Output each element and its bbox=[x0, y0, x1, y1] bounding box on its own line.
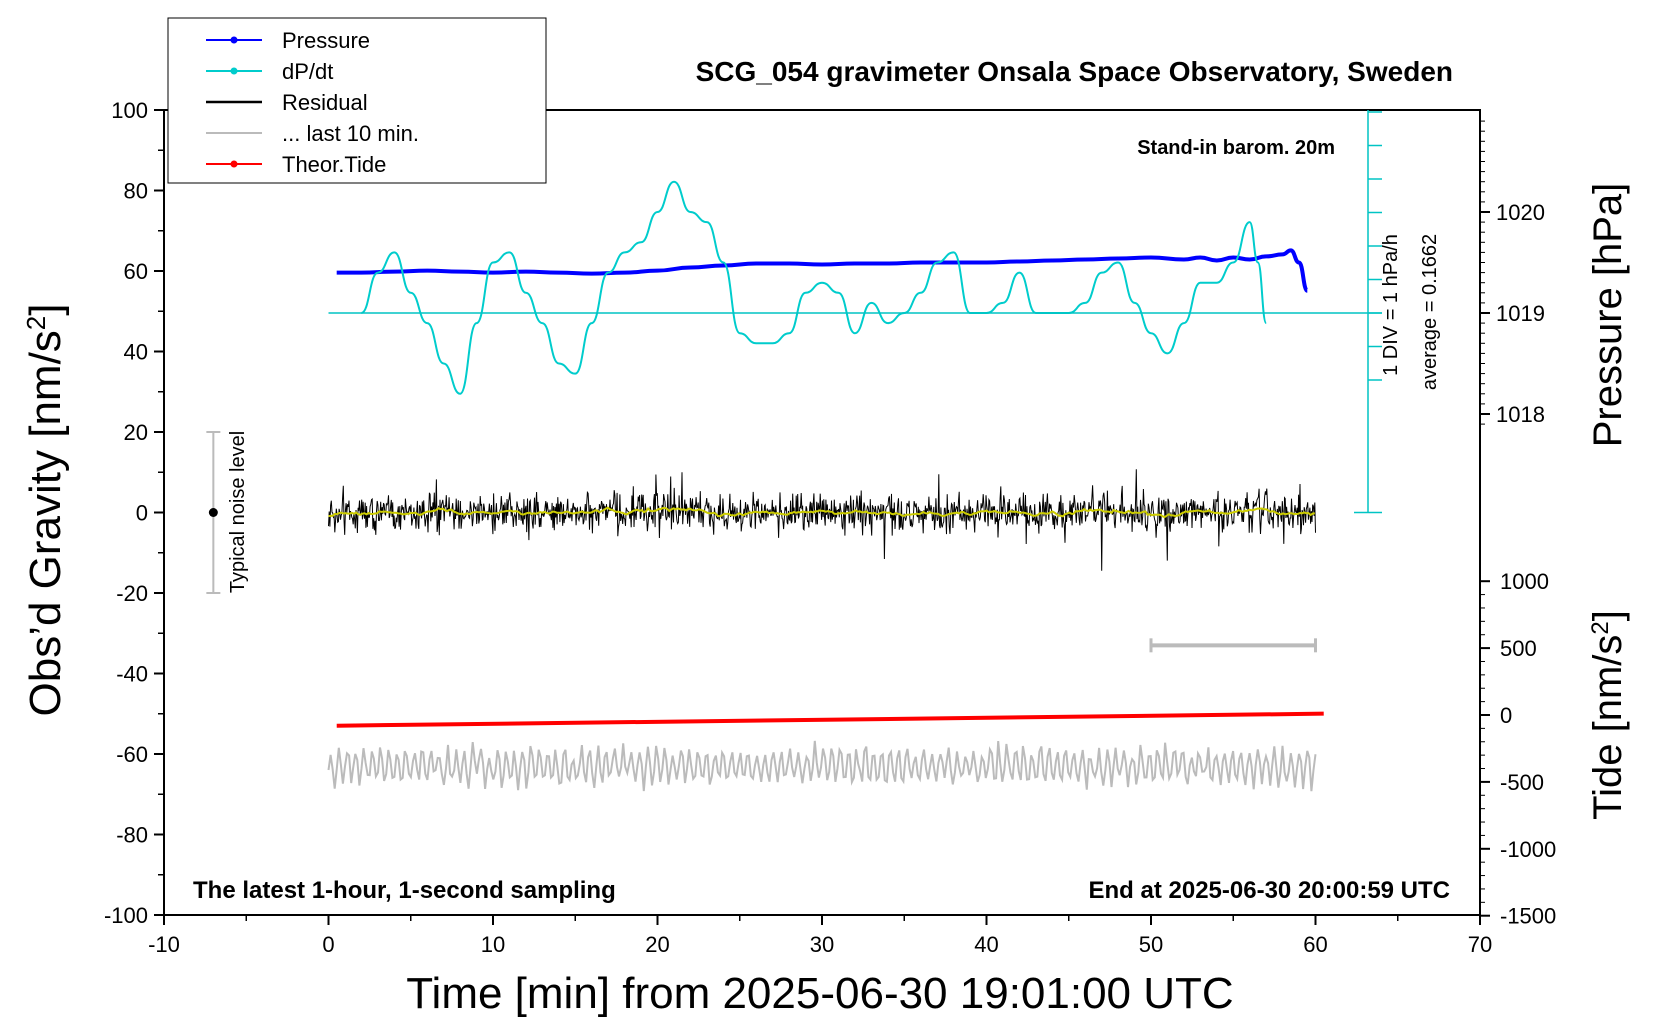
x-tick-label: 30 bbox=[810, 932, 834, 957]
note-average: average = 0.1662 bbox=[1419, 234, 1441, 390]
legend-label: ... last 10 min. bbox=[282, 121, 419, 146]
x-tick-label: 0 bbox=[322, 932, 334, 957]
legend-label: Theor.Tide bbox=[282, 152, 386, 177]
annotations bbox=[206, 110, 1382, 653]
legend-marker bbox=[230, 160, 238, 168]
y-tick-label: 60 bbox=[124, 259, 148, 284]
y-axis-title-left-sup: 2 bbox=[21, 316, 51, 330]
y-tick-label: -100 bbox=[104, 903, 148, 928]
x-tick-label: -10 bbox=[148, 932, 180, 957]
y-axis-title-left-main: Obs’d Gravity [nm/s bbox=[21, 330, 70, 716]
tide-tick-label: -1500 bbox=[1500, 904, 1556, 929]
chart-title: SCG_054 gravimeter Onsala Space Observat… bbox=[696, 56, 1453, 87]
x-tick-label: 10 bbox=[481, 932, 505, 957]
residual-smoothed-line bbox=[328, 506, 1315, 519]
tide-axis: 1000 500 0 -500 -1000 -1500 bbox=[1480, 569, 1556, 929]
x-tick-label: 50 bbox=[1139, 932, 1163, 957]
note-barometer: Stand-in barom. 20m bbox=[1137, 137, 1335, 159]
tide-tick-label: 1000 bbox=[1500, 569, 1549, 594]
y-tick-label: -80 bbox=[116, 823, 148, 848]
noise-level-label: Typical noise level bbox=[227, 431, 249, 593]
gravity-axis: 100 80 60 40 20 0 -20 -40 -60 -80 -100 bbox=[104, 98, 164, 928]
legend-box bbox=[167, 17, 547, 184]
pressure-tick-label: 1018 bbox=[1496, 402, 1545, 427]
pressure-tick-label: 1019 bbox=[1496, 301, 1545, 326]
y-tick-label: 0 bbox=[136, 501, 148, 526]
dpdt-series-line bbox=[360, 180, 1268, 395]
note-bottom-left: The latest 1-hour, 1-second sampling bbox=[193, 877, 616, 904]
x-tick-label: 70 bbox=[1468, 932, 1492, 957]
pressure-tick-label: 1020 bbox=[1496, 200, 1545, 225]
tide-tick-label: -500 bbox=[1500, 770, 1544, 795]
y-tick-label: 20 bbox=[124, 420, 148, 445]
note-bottom-right: End at 2025-06-30 20:00:59 UTC bbox=[1089, 877, 1451, 904]
legend-label: Pressure bbox=[282, 28, 370, 53]
time-axis: -10 0 10 20 30 40 50 60 70 bbox=[148, 915, 1492, 957]
y-tick-label: 40 bbox=[124, 340, 148, 365]
legend-marker bbox=[230, 36, 238, 44]
y-tick-label: -40 bbox=[116, 662, 148, 687]
noise-level-dot bbox=[208, 508, 218, 517]
last10-series-line bbox=[327, 740, 1317, 792]
x-tick-label: 40 bbox=[974, 932, 998, 957]
tide-tick-label: -1000 bbox=[1500, 837, 1556, 862]
note-div: 1 DIV = 1 hPa/h bbox=[1380, 234, 1402, 376]
legend-label: dP/dt bbox=[282, 59, 333, 84]
tide-series-line bbox=[336, 711, 1324, 728]
residual-series-line bbox=[328, 469, 1316, 571]
tide-axis-title-main: Tide [nm/s bbox=[1586, 635, 1630, 820]
pressure-series-line bbox=[336, 248, 1310, 293]
x-tick-label: 20 bbox=[645, 932, 669, 957]
legend: Pressure dP/dt Residual ... last 10 min. The… bbox=[167, 17, 547, 184]
tide-tick-label: 0 bbox=[1500, 703, 1512, 728]
y-axis-title-left-end: ] bbox=[21, 303, 70, 315]
y-tick-label: -20 bbox=[116, 581, 148, 606]
y-tick-label: -60 bbox=[116, 742, 148, 767]
tide-axis-title: Tide [nm/s2] bbox=[1586, 610, 1630, 820]
series-layer bbox=[327, 180, 1324, 792]
tide-axis-title-end: ] bbox=[1586, 610, 1630, 621]
pressure-axis-title: Pressure [hPa] bbox=[1586, 183, 1630, 448]
tide-axis-title-sup: 2 bbox=[1587, 621, 1614, 634]
y-tick-label: 100 bbox=[111, 98, 148, 123]
x-axis-title: Time [min] from 2025-06-30 19:01:00 UTC bbox=[406, 969, 1233, 1018]
legend-label: Residual bbox=[282, 90, 368, 115]
legend-marker bbox=[230, 67, 238, 75]
pressure-axis: 1020 1019 1018 bbox=[1480, 120, 1545, 427]
x-tick-label: 60 bbox=[1303, 932, 1327, 957]
tide-tick-label: 500 bbox=[1500, 636, 1537, 661]
y-axis-title-left: Obs’d Gravity [nm/s2] bbox=[21, 303, 70, 716]
y-tick-label: 80 bbox=[124, 179, 148, 204]
